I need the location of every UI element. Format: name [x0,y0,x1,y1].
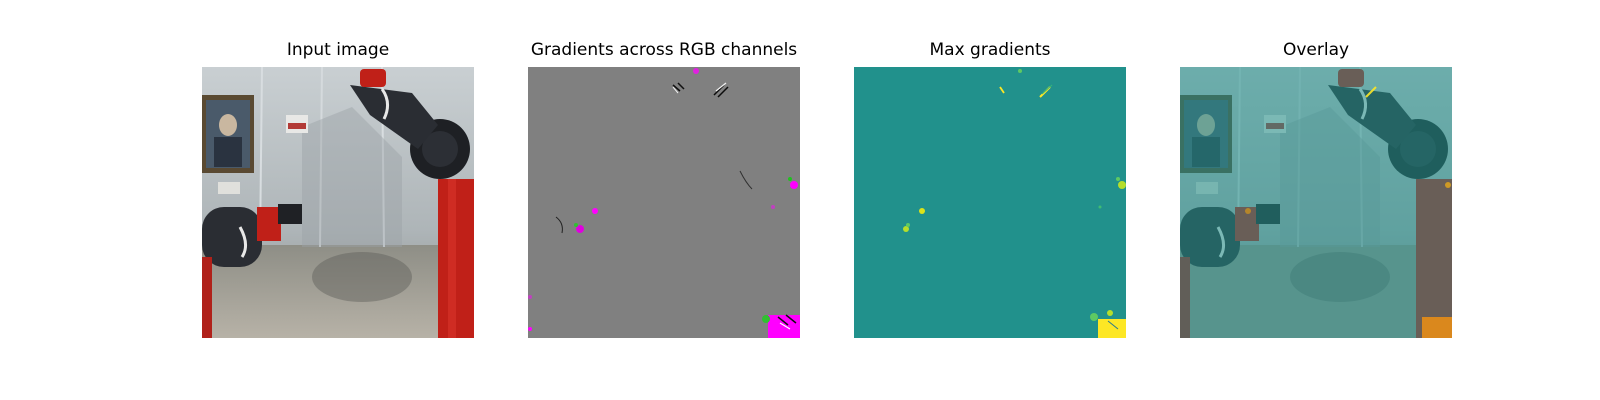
max-gradient-heatmap [854,67,1126,338]
panel-title-rgb-gradients: Gradients across RGB channels [530,40,798,60]
panel-input-image: Input image [202,0,474,340]
max-gradient-drawing [854,67,1126,338]
input-image [202,67,474,338]
rgb-gradient-drawing [528,67,800,338]
overlay-drawing [1180,67,1452,338]
panel-rgb-gradients: Gradients across RGB channels [528,0,800,340]
panel-max-gradients: Max gradients [854,0,1126,340]
input-image-drawing [202,67,474,338]
panel-title-max-gradients: Max gradients [929,40,1051,60]
overlay-image [1180,67,1452,338]
panel-title-overlay: Overlay [1282,40,1350,60]
panel-overlay: Overlay [1180,0,1452,340]
rgb-gradient-image [528,67,800,338]
panel-title-input: Input image [286,40,390,60]
